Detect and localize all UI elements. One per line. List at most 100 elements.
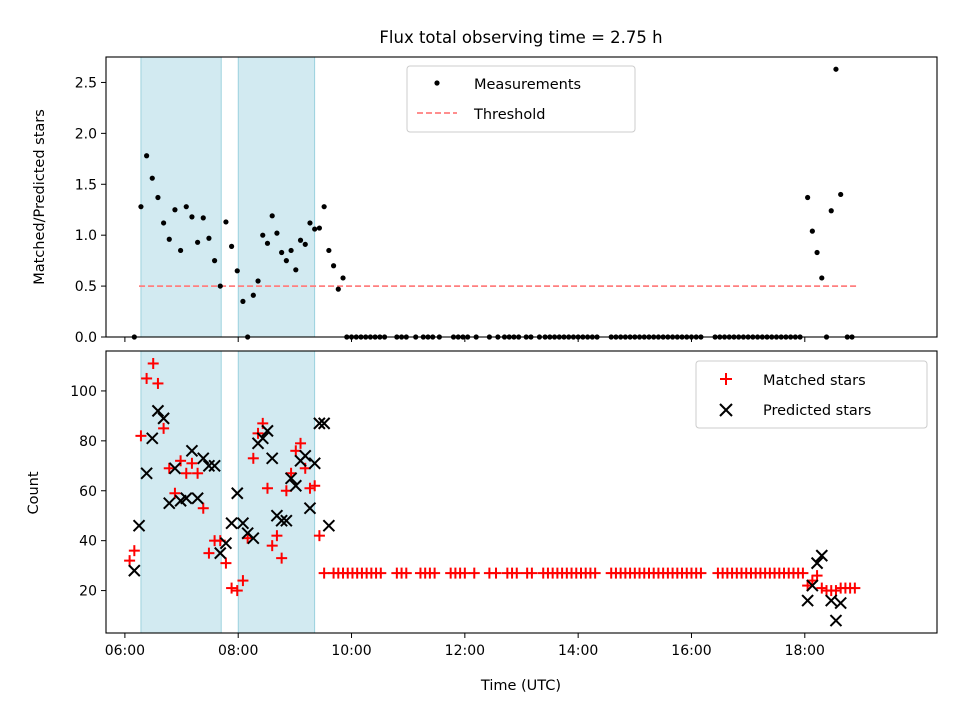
measurement-point [805,194,811,201]
predicted-star-b [197,452,210,465]
predicted-star-point [236,516,250,530]
measurement-point [223,219,229,225]
matched-star-point [309,480,321,492]
x-tick-label: 16:00 [671,643,711,659]
measurement-point [340,275,346,281]
top-y-axis-label: Matched/Predicted stars [32,109,48,285]
matched-star-point [304,482,316,494]
matched-star-point [511,567,523,579]
predicted-star-point [308,457,321,470]
measurement-point [312,226,318,232]
predicted-star-point [303,502,317,515]
matched-star-point [313,530,325,542]
matched-star-point [526,567,538,579]
predicted-star-point [829,614,843,627]
predicted-star-point [806,579,819,592]
measurement-point [293,267,299,273]
matched-star-point [400,567,412,579]
measurement-point [269,213,275,219]
predicted-star-b [810,556,824,570]
matched-star-point [589,567,601,579]
matched-star-point [180,467,192,479]
predicted-star-b [317,417,331,430]
measurement-point [809,228,815,234]
predicted-star-b [247,531,260,545]
predicted-star-b [140,467,153,480]
measurement-point [260,232,266,238]
measurement-point [228,243,235,249]
predicted-star-b [214,546,227,560]
predicted-star-b [265,452,279,465]
matched-star-point [220,557,232,569]
matched-star-point [429,567,441,579]
matched-star-point [169,487,181,499]
bottom-legend: Matched stars Predicted stars [695,360,928,429]
predicted-star-b [163,497,176,510]
matched-star-point [163,462,175,474]
matched-star-point [226,582,238,594]
measurement-point [200,215,206,221]
matched-star-point [276,552,288,564]
predicted-star-point [132,519,146,532]
predicted-star-b [202,459,216,473]
y-tick-label: 2.0 [75,126,97,142]
measurement-point [330,263,337,269]
matched-star-point [158,422,170,434]
predicted-star-point [265,452,279,465]
observing-window [140,56,222,338]
y-tick-label: 2.5 [75,75,97,91]
x-tick-label: 12:00 [445,643,485,659]
measurement-point [255,278,261,284]
observing-window [237,350,316,634]
x-tick-label: 10:00 [331,643,371,659]
legend-measurements-label: Measurements [474,77,581,93]
predicted-star-point [801,594,814,607]
predicted-star-point [289,479,303,492]
measurement-point [194,239,201,245]
measurement-point [217,283,223,289]
predicted-star-b [289,479,303,492]
measurement-point [149,175,155,181]
legend-predicted-marker [719,403,733,417]
predicted-star-point [146,432,159,445]
matched-star-point [147,357,159,369]
legend-matched-marker [720,373,732,385]
predicted-star-point [140,467,153,480]
predicted-star-point [191,492,204,505]
predicted-star-point [214,546,227,560]
top-axes-frame [105,56,938,338]
predicted-star-point [313,417,326,430]
predicted-star-point [197,452,210,465]
matched-star-point [261,482,273,494]
predicted-star-b [168,462,182,475]
measurement-point [211,258,218,264]
predicted-star-point [261,424,274,438]
measurement-point [302,241,308,247]
measurement-point [206,235,212,241]
matched-star-points [124,357,861,597]
predicted-star-point [185,444,199,458]
predicted-star-point [151,404,165,418]
top-legend-box [406,65,636,133]
predicted-star-point [231,487,244,500]
matched-star-point [152,377,164,389]
top-y-ticks: 0.0 0.5 1.0 1.5 2.0 2.5 [75,75,106,346]
predicted-star-point [834,596,847,610]
measurement-point [240,298,246,304]
top-x-ticks [124,337,806,342]
bottom-axes-frame [105,350,938,634]
measurement-point [155,194,161,201]
matched-star-point [830,585,842,597]
predicted-star-b [146,432,159,445]
predicted-star-b [815,549,829,562]
predicted-star-point [163,497,176,510]
predicted-star-b [308,457,321,470]
y-tick-label: 1.0 [75,228,97,244]
bottom-legend-box [695,360,928,429]
predicted-star-point [322,519,336,532]
observing-window [140,350,222,634]
y-tick-label: 0.0 [75,330,97,346]
measurement-point [178,247,184,254]
predicted-star-b [284,472,298,485]
